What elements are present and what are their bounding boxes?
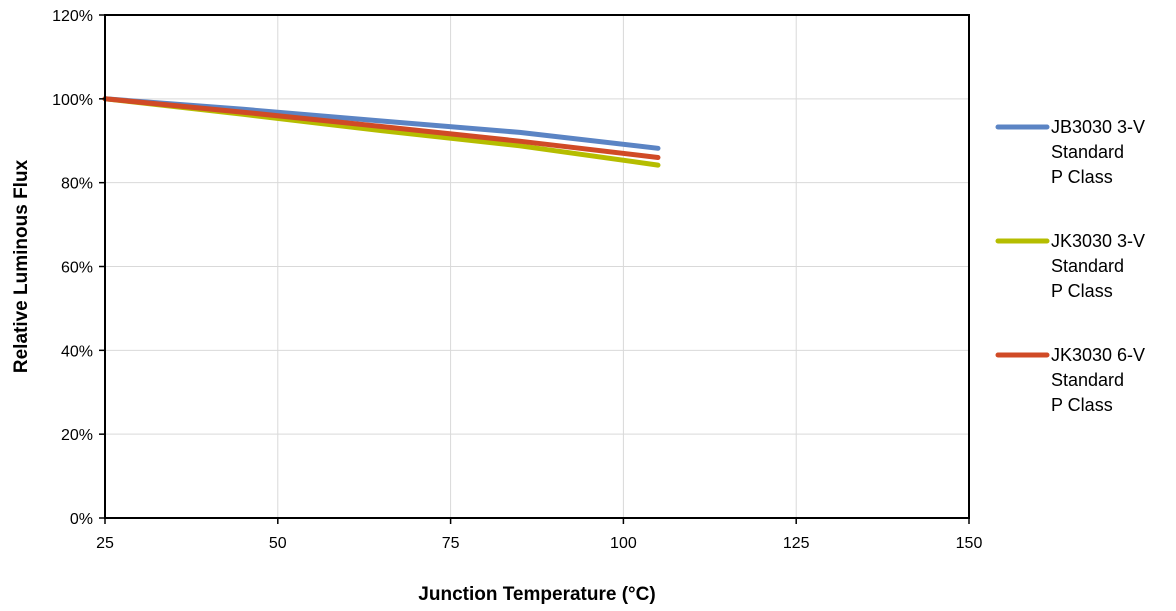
x-tick-label: 75 bbox=[442, 535, 460, 552]
legend-label: P Class bbox=[1051, 395, 1113, 415]
x-tick-label: 25 bbox=[96, 535, 114, 552]
legend: JB3030 3-V Standard P Class JK3030 3-V Stand… bbox=[995, 117, 1145, 415]
legend-label: JK3030 6-V bbox=[1051, 345, 1145, 365]
y-tick-label: 40% bbox=[61, 343, 93, 360]
legend-label: JK3030 3-V bbox=[1051, 231, 1145, 251]
legend-label: Standard bbox=[1051, 256, 1124, 276]
legend-label: Standard bbox=[1051, 142, 1124, 162]
y-tick-label: 0% bbox=[70, 511, 93, 528]
y-tick-label: 100% bbox=[52, 92, 93, 109]
legend-label: P Class bbox=[1051, 167, 1113, 187]
y-tick-label: 80% bbox=[61, 176, 93, 193]
series-line-3 bbox=[102, 96, 661, 160]
y-tick-label: 60% bbox=[61, 260, 93, 277]
x-tick-label: 150 bbox=[956, 535, 983, 552]
y-axis-title: Relative Luminous Flux bbox=[11, 159, 32, 373]
legend-label: P Class bbox=[1051, 281, 1113, 301]
series-lines bbox=[102, 96, 661, 168]
x-tick-label: 125 bbox=[783, 535, 810, 552]
grid-lines bbox=[105, 15, 969, 518]
y-tick-label: 20% bbox=[61, 427, 93, 444]
x-tick-label: 50 bbox=[269, 535, 287, 552]
x-axis-title: Junction Temperature (°C) bbox=[418, 584, 655, 605]
y-axis-ticks: 0% 20% 40% 60% 80% 100% 120% bbox=[52, 8, 105, 528]
legend-label: Standard bbox=[1051, 370, 1124, 390]
x-axis-ticks: 25 50 75 100 125 150 bbox=[96, 518, 982, 552]
legend-label: JB3030 3-V bbox=[1051, 117, 1145, 137]
y-tick-label: 120% bbox=[52, 8, 93, 25]
x-tick-label: 100 bbox=[610, 535, 637, 552]
